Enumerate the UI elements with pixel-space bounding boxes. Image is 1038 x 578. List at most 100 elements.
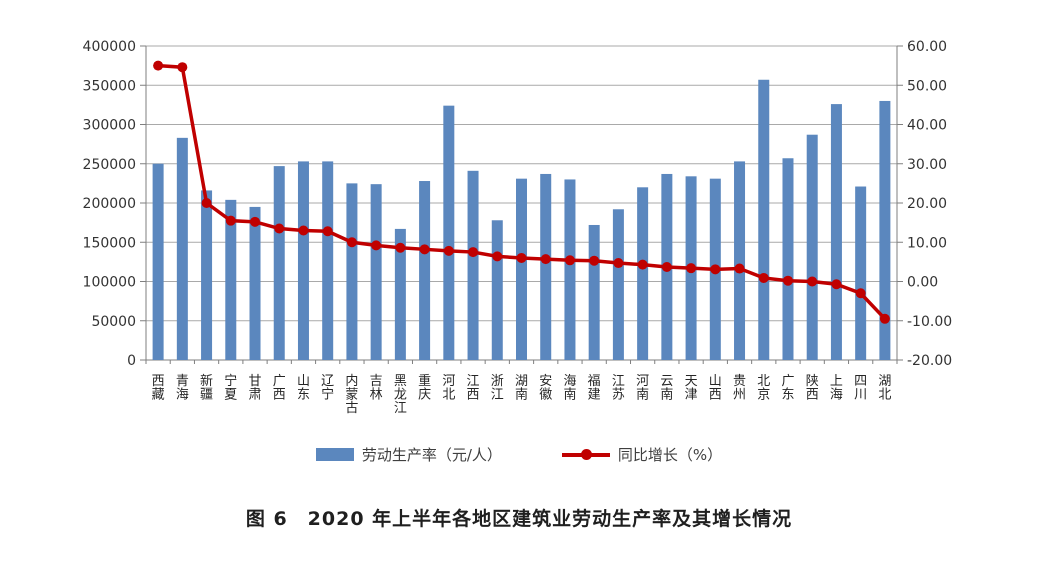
x-axis-label-黑龙江: 黑龙江 (394, 374, 407, 416)
growth-marker-四川 (855, 288, 866, 299)
bar-新疆 (201, 190, 213, 360)
x-axis-label-陕西: 陕西 (806, 374, 819, 403)
x-axis-label-安徽: 安徽 (539, 374, 552, 403)
growth-marker-安徽 (540, 254, 551, 265)
x-axis-label-内蒙古: 内蒙古 (345, 373, 358, 416)
growth-marker-内蒙古 (346, 237, 357, 248)
x-axis-label-宁夏: 宁夏 (224, 373, 237, 403)
figure-caption: 图 6 2020 年上半年各地区建筑业劳动生产率及其增长情况 (245, 508, 793, 530)
x-axis-label-江苏: 江苏 (612, 374, 625, 403)
x-axis-label-海南: 海南 (563, 374, 576, 403)
right-axis-tick-label: 40.00 (907, 118, 947, 134)
x-axis-label-辽宁: 辽宁 (321, 374, 334, 403)
x-axis-label-江西: 江西 (467, 374, 480, 403)
bar-内蒙古 (346, 183, 358, 360)
growth-marker-广东 (782, 275, 793, 286)
x-axis-label-湖北: 湖北 (878, 374, 891, 403)
growth-marker-北京 (758, 272, 769, 283)
growth-marker-云南 (661, 261, 672, 272)
growth-marker-湖北 (879, 313, 890, 324)
line-series-label: 同比增长（%） (617, 446, 723, 464)
growth-marker-山东 (298, 225, 309, 236)
x-axis-label-山西: 山西 (709, 374, 722, 403)
bar-黑龙江 (394, 228, 406, 360)
growth-marker-青海 (177, 62, 188, 73)
right-axis-tick-label: 0.00 (907, 275, 938, 291)
right-axis-tick-label: -20.00 (907, 353, 952, 369)
bar-四川 (855, 186, 867, 360)
growth-marker-江苏 (613, 258, 624, 269)
growth-marker-河北 (443, 245, 454, 256)
bar-西藏 (152, 163, 164, 360)
bar-辽宁 (322, 161, 334, 360)
x-axis-label-重庆: 重庆 (418, 373, 431, 403)
legend-item-productivity: 劳动生产率（元/人） (315, 444, 502, 465)
bar-山东 (297, 161, 309, 360)
x-axis-label-河南: 河南 (636, 374, 649, 403)
growth-marker-湖南 (516, 252, 527, 263)
bar-青海 (176, 137, 188, 360)
bar-江西 (467, 170, 479, 360)
x-axis-label-北京: 北京 (757, 374, 770, 403)
x-axis-label-广东: 广东 (781, 374, 794, 403)
growth-marker-广西 (274, 223, 285, 234)
growth-marker-西藏 (153, 60, 164, 71)
x-axis-label-贵州: 贵州 (733, 374, 746, 403)
line-series-swatch (561, 449, 610, 460)
growth-marker-河南 (637, 259, 648, 270)
bar-上海 (830, 104, 842, 360)
bar-河南 (637, 187, 649, 360)
x-axis-label-河北: 河北 (442, 374, 455, 403)
combo-chart: 0 -20.00 50000 -10.00 100000 0.00 150000 10.00 2… (83, 39, 953, 416)
left-axis-tick-label: 350000 (83, 78, 136, 94)
growth-marker-上海 (831, 279, 842, 290)
right-axis-tick-label: 10.00 (907, 235, 947, 251)
x-axis-label-吉林: 吉林 (370, 374, 383, 403)
x-axis-label-天津: 天津 (685, 374, 698, 403)
growth-marker-新疆 (201, 198, 212, 208)
bar-陕西 (806, 134, 818, 360)
bar-重庆 (419, 181, 431, 360)
x-axis-label-山东: 山东 (297, 374, 310, 403)
bar-北京 (758, 79, 770, 360)
legend: 劳动生产率（元/人） 同比增长（%） (0, 444, 1038, 465)
left-axis-tick-label: 250000 (83, 157, 136, 173)
right-axis-tick-label: -10.00 (907, 314, 952, 330)
growth-marker-宁夏 (225, 215, 236, 226)
bar-海南 (564, 179, 576, 360)
bar-江苏 (612, 209, 624, 360)
growth-marker-贵州 (734, 263, 745, 274)
x-axis-label-浙江: 浙江 (491, 374, 504, 403)
growth-marker-辽宁 (322, 226, 333, 237)
x-axis-label-云南: 云南 (660, 374, 673, 403)
bar-湖南 (516, 178, 527, 360)
left-axis-tick-label: 200000 (83, 196, 136, 212)
bar-series-swatch (315, 448, 354, 461)
growth-marker-海南 (564, 255, 575, 266)
bar-甘肃 (249, 206, 261, 360)
bar-河北 (443, 105, 455, 360)
growth-marker-江西 (468, 247, 479, 258)
bar-湖北 (879, 100, 891, 360)
x-axis-label-西藏: 西藏 (152, 374, 165, 403)
left-axis-tick-label: 400000 (83, 39, 136, 55)
growth-marker-黑龙江 (395, 242, 406, 253)
growth-marker-重庆 (419, 244, 430, 255)
x-axis-label-新疆: 新疆 (200, 373, 213, 403)
x-axis-label-上海: 上海 (830, 374, 843, 403)
x-axis-label-四川: 四川 (854, 374, 867, 403)
growth-marker-陕西 (807, 276, 818, 287)
growth-marker-浙江 (492, 251, 503, 262)
x-axis-label-甘肃: 甘肃 (249, 374, 262, 403)
bar-贵州 (734, 161, 746, 360)
growth-marker-天津 (686, 263, 697, 274)
right-axis-tick-label: 30.00 (907, 157, 947, 173)
bar-广东 (782, 158, 794, 360)
x-axis-label-青海: 青海 (176, 374, 189, 403)
legend-item-growth: 同比增长（%） (561, 444, 723, 465)
bar-福建 (588, 224, 600, 360)
growth-marker-山西 (710, 264, 721, 275)
left-axis-tick-label: 50000 (91, 314, 136, 330)
x-axis-label-湖南: 湖南 (515, 374, 528, 403)
